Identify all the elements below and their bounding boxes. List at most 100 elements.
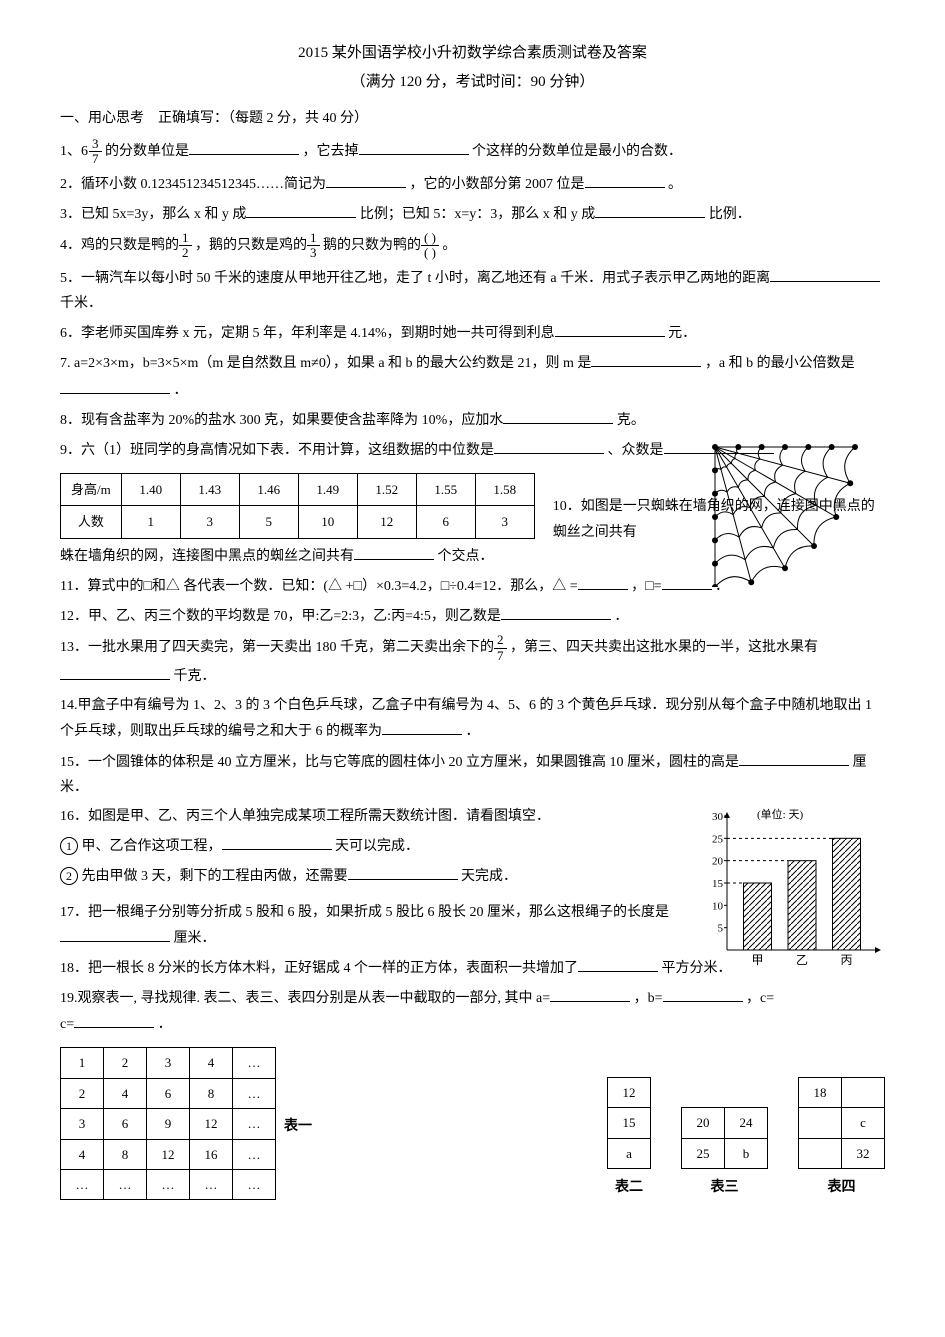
blank[interactable] xyxy=(503,407,613,424)
q10-cont-prefix: 蛛在墙角织的网，连接图中黑点的蜘丝之间共有 xyxy=(60,549,354,564)
blank[interactable] xyxy=(348,863,458,880)
question-18: 18．把一根长 8 分米的长方体木料，正好锯成 4 个一样的正方体，表面积一共增… xyxy=(60,955,885,981)
q5-text-a: 5．一辆汽车以每小时 50 千米的速度从甲地开往乙地，走了 t 小时，离乙地还有… xyxy=(60,271,770,286)
table-1-wrap: 1234…2468…36912…481216……………… 表一 xyxy=(60,1047,312,1200)
q19-text-c: ，c= xyxy=(746,991,774,1006)
blank[interactable] xyxy=(354,543,434,560)
question-12: 12．甲、乙、丙三个数的平均数是 70，甲:乙=2:3，乙:丙=4:5，则乙数是… xyxy=(60,603,885,629)
question-16-block: 16．如图是甲、乙、丙三个人单独完成某项工程所需天数统计图．请看图填空． 1 甲… xyxy=(60,804,885,951)
blank[interactable] xyxy=(60,377,170,394)
blank[interactable] xyxy=(246,201,356,218)
blank[interactable] xyxy=(739,749,849,766)
blank[interactable] xyxy=(189,138,299,155)
blank[interactable] xyxy=(578,573,628,590)
circled-2-icon: 2 xyxy=(60,867,78,885)
blank[interactable] xyxy=(578,955,658,972)
table-2-wrap: 1215a 表二 xyxy=(607,1077,651,1200)
q2-text-a: 2．循环小数 0.123451234512345……简记为 xyxy=(60,177,326,192)
question-6: 6．李老师买国库券 x 元，定期 5 年，年利率是 4.14%，到期时她一共可得… xyxy=(60,320,885,346)
q3-text-a: 3．已知 5x=3y，那么 x 和 y 成 xyxy=(60,207,246,222)
q19-text-b: ，b= xyxy=(634,991,663,1006)
svg-text:5: 5 xyxy=(718,923,724,935)
blank[interactable] xyxy=(382,718,462,735)
q19-text-d: ． xyxy=(158,1017,172,1032)
bar-chart: 51015202530甲乙丙(单位: 天) xyxy=(695,804,885,974)
q18-text-a: 18．把一根长 8 分米的长方体木料，正好锯成 4 个一样的正方体，表面积一共增… xyxy=(60,961,578,976)
question-1: 1、637 的分数单位是 ，它去掉 个这样的分数单位是最小的合数． xyxy=(60,137,885,167)
q1-text-d: 个这样的分数单位是最小的合数． xyxy=(472,144,682,159)
table-1: 1234…2468…36912…481216……………… xyxy=(60,1047,276,1200)
svg-text:(单位: 天): (单位: 天) xyxy=(757,807,803,821)
blank[interactable] xyxy=(74,1011,154,1028)
blank[interactable] xyxy=(326,171,406,188)
q10-text-b: 个交点． xyxy=(438,549,494,564)
svg-text:20: 20 xyxy=(712,856,724,868)
q19-text-a: 19.观察表一, 寻找规律. 表二、表三、表四分别是从表一中截取的一部分, 其中… xyxy=(60,991,550,1006)
blank[interactable] xyxy=(770,265,880,282)
q15-text-a: 15．一个圆锥体的体积是 40 立方厘米，比与它等底的圆柱体小 20 立方厘米，… xyxy=(60,755,739,770)
q11-text-c: ． xyxy=(715,579,729,594)
q17-text-b: 厘米． xyxy=(174,931,216,946)
q16-2-text: 先由甲做 3 天，剩下的工程由丙做，还需要 xyxy=(82,869,348,884)
q6-text-b: 元． xyxy=(668,326,696,341)
q6-text-a: 6．李老师买国库券 x 元，定期 5 年，年利率是 4.14%，到期时她一共可得… xyxy=(60,326,555,341)
q13-text-b: ，第三、四天共卖出这批水果的一半，这批水果有 xyxy=(510,640,818,655)
question-19: 19.观察表一, 寻找规律. 表二、表三、表四分别是从表一中截取的一部分, 其中… xyxy=(60,985,885,1037)
question-8: 8．现有含盐率为 20%的盐水 300 克，如果要使含盐率降为 10%，应加水 … xyxy=(60,407,885,433)
table-3: 202425b xyxy=(681,1107,768,1169)
q18-text-b: 平方分米． xyxy=(662,961,732,976)
q1-text-b: 的分数单位是 xyxy=(105,144,189,159)
q9-text-b: 、众数是 xyxy=(608,443,664,458)
question-11: 11．算式中的□和△ 各代表一个数．已知：(△ +□）×0.3=4.2，□÷0.… xyxy=(60,573,885,599)
tables-row: 1234…2468…36912…481216……………… 表一 1215a 表二… xyxy=(60,1047,885,1200)
q9-text-a: 9．六（1）班同学的身高情况如下表．不用计算，这组数据的中位数是 xyxy=(60,443,494,458)
q7-text-a: 7. a=2×3×m，b=3×5×m（m 是自然数且 m≠0），如果 a 和 b… xyxy=(60,356,591,371)
blank[interactable] xyxy=(359,138,469,155)
question-7: 7. a=2×3×m，b=3×5×m（m 是自然数且 m≠0），如果 a 和 b… xyxy=(60,350,885,402)
blank[interactable] xyxy=(663,985,743,1002)
section-1-header: 一、用心思考 正确填写：（每题 2 分，共 40 分） xyxy=(60,106,885,131)
question-14: 14.甲盒子中有编号为 1、2、3 的 3 个白色乒乓球，乙盒子中有编号为 4、… xyxy=(60,693,885,744)
blank[interactable] xyxy=(662,573,712,590)
blank[interactable] xyxy=(595,201,705,218)
q13-text-c: 千克． xyxy=(174,669,216,684)
blank[interactable] xyxy=(222,833,332,850)
table-3-wrap: 202425b 表三 xyxy=(681,1107,768,1200)
table-3-label: 表三 xyxy=(681,1175,768,1200)
blank[interactable] xyxy=(494,437,604,454)
height-table: 身高/m1.401.431.461.491.521.551.58人数135101… xyxy=(60,473,535,539)
question-4: 4．鸡的只数是鸭的12 ，鹅的只数是鸡的13 鹅的只数为鸭的( )( ) 。 xyxy=(60,231,885,261)
blank[interactable] xyxy=(555,320,665,337)
table-4-label: 表四 xyxy=(798,1175,885,1200)
blank[interactable] xyxy=(60,663,170,680)
table-4: 18 c 32 xyxy=(798,1077,885,1169)
q4-text-a: 4．鸡的只数是鸭的 xyxy=(60,238,179,253)
blank[interactable] xyxy=(501,603,611,620)
q2-text-c: 。 xyxy=(668,177,682,192)
q3-text-c: 比例． xyxy=(709,207,751,222)
q1-text-a: 1、6 xyxy=(60,144,88,159)
q7-text-b: ，a 和 b 的最小公倍数是 xyxy=(705,356,855,371)
question-15: 15．一个圆锥体的体积是 40 立方厘米，比与它等底的圆柱体小 20 立方厘米，… xyxy=(60,749,885,800)
q2-text-b: ，它的小数部分第 2007 位是 xyxy=(410,177,585,192)
q4-frac2: 13 xyxy=(307,231,320,261)
blank[interactable] xyxy=(550,985,630,1002)
q4-text-d: 。 xyxy=(442,238,456,253)
question-3: 3．已知 5x=3y，那么 x 和 y 成 比例；已知 5：x=y：3，那么 x… xyxy=(60,201,885,227)
blank[interactable] xyxy=(591,350,701,367)
table-2-label: 表二 xyxy=(607,1175,651,1200)
question-10-cont: 蛛在墙角织的网，连接图中黑点的蜘丝之间共有 个交点． xyxy=(60,543,885,569)
q4-text-c: 鹅的只数为鸭的 xyxy=(323,238,421,253)
q4-text-b: ，鹅的只数是鸡的 xyxy=(195,238,307,253)
question-2: 2．循环小数 0.123451234512345……简记为 ，它的小数部分第 2… xyxy=(60,171,885,197)
q5-text-b: 千米． xyxy=(60,296,102,311)
blank[interactable] xyxy=(60,925,170,942)
svg-text:25: 25 xyxy=(712,833,724,845)
blank[interactable] xyxy=(585,171,665,188)
table-1-label: 表一 xyxy=(284,1114,312,1139)
table-2: 1215a xyxy=(607,1077,651,1169)
q1-fraction: 37 xyxy=(89,137,102,167)
q3-text-b: 比例；已知 5：x=y：3，那么 x 和 y 成 xyxy=(360,207,595,222)
svg-text:10: 10 xyxy=(712,900,724,912)
q13-text-a: 13．一批水果用了四天卖完，第一天卖出 180 千克，第二天卖出余下的 xyxy=(60,640,494,655)
